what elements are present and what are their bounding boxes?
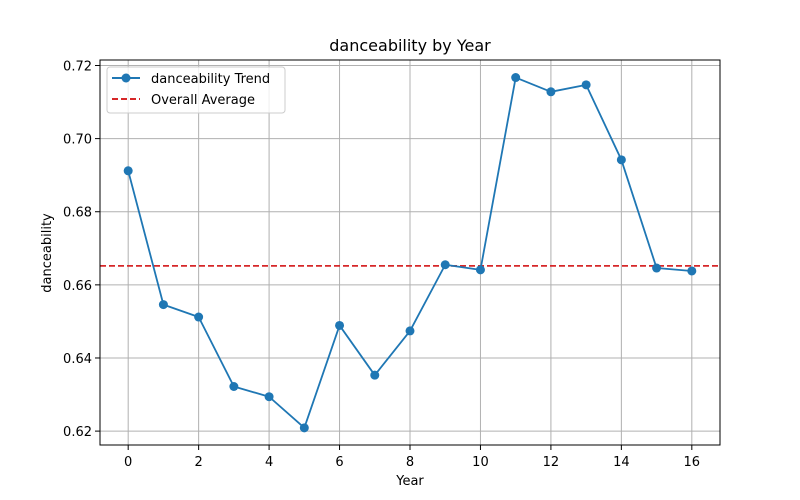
chart-title: danceability by Year	[329, 36, 491, 55]
y-tick-label: 0.64	[63, 352, 92, 367]
data-point	[546, 87, 556, 97]
legend-box	[106, 66, 286, 114]
x-tick-label: 2	[194, 455, 202, 470]
data-point	[370, 370, 380, 380]
legend-trend-marker-swatch	[121, 73, 131, 83]
legend-label-average: Overall Average	[151, 93, 255, 108]
data-point	[687, 266, 697, 276]
data-point	[123, 166, 133, 176]
x-tick-label: 12	[543, 455, 560, 470]
data-point	[581, 80, 591, 90]
y-tick-label: 0.70	[63, 133, 92, 148]
y-tick-label: 0.62	[63, 425, 92, 440]
data-point	[475, 265, 485, 275]
y-tick-label: 0.68	[63, 206, 92, 221]
x-tick-label: 4	[265, 455, 273, 470]
legend: danceability Trend Overall Average	[106, 66, 286, 114]
data-point	[405, 326, 415, 336]
y-tick-label: 0.66	[63, 279, 92, 294]
legend-label-trend: danceability Trend	[151, 72, 270, 87]
x-axis-title: Year	[395, 474, 424, 489]
data-point	[194, 312, 204, 322]
data-point	[335, 320, 345, 330]
data-point	[511, 73, 521, 83]
data-point	[440, 260, 450, 270]
y-tick-label: 0.72	[63, 59, 92, 74]
x-tick-label: 14	[613, 455, 630, 470]
x-tick-label: 8	[406, 455, 414, 470]
x-tick-label: 10	[472, 455, 489, 470]
x-tick-label: 0	[124, 455, 132, 470]
data-point	[264, 392, 274, 402]
plot-area: 0 2 4 6 8 10 12 14 16 0.62 0.64 0.66 0.68 0.70 0.72	[63, 59, 721, 470]
data-point	[652, 263, 662, 273]
data-point	[299, 423, 309, 433]
y-axis-title: danceability	[40, 213, 55, 293]
data-point	[158, 300, 168, 310]
x-tick-label: 16	[684, 455, 701, 470]
data-point	[616, 155, 626, 165]
x-tick-label: 6	[335, 455, 343, 470]
data-point	[229, 382, 239, 392]
